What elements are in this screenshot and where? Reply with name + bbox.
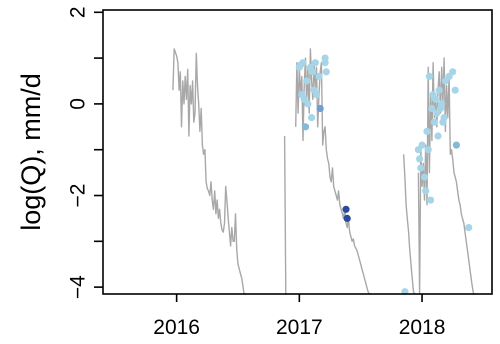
sample-point — [321, 59, 329, 67]
sample-point — [434, 132, 442, 140]
sample-point — [435, 86, 443, 94]
sample-point — [423, 127, 431, 135]
sample-points — [295, 54, 473, 296]
sample-point — [424, 146, 432, 154]
sample-point — [301, 123, 310, 131]
flow-line-segment-5 — [417, 57, 475, 295]
sample-point — [438, 100, 446, 108]
sample-point — [425, 72, 433, 80]
sample-point — [312, 91, 321, 99]
sample-point — [315, 72, 323, 80]
flow-line-segment-1 — [172, 48, 247, 295]
sample-point — [465, 224, 473, 232]
sample-point — [440, 114, 448, 122]
sample-point — [427, 196, 435, 204]
y-tick-label: −2 — [66, 184, 89, 208]
sample-point — [422, 187, 430, 195]
flow-line-segment-4 — [402, 154, 416, 295]
x-tick-label: 2016 — [153, 316, 200, 339]
sample-point — [449, 68, 457, 76]
sample-point — [311, 59, 319, 67]
y-axis: −4 −2 0 2 — [66, 6, 103, 299]
axes: 2016 2017 2018 −4 −2 0 2 — [66, 6, 493, 339]
sample-point — [316, 104, 324, 113]
y-tick-label: 2 — [66, 6, 89, 18]
y-tick-label: 0 — [66, 98, 89, 110]
sample-point — [430, 118, 438, 126]
y-tick-label: −4 — [66, 275, 89, 299]
sample-point — [342, 205, 350, 213]
sample-point — [420, 173, 429, 181]
sample-point — [303, 77, 311, 85]
sample-point — [299, 59, 307, 67]
y-axis-title: log(Q), mm/d — [16, 73, 46, 231]
sample-point — [451, 86, 459, 94]
x-tick-label: 2017 — [276, 316, 323, 339]
x-tick-label: 2018 — [399, 316, 446, 339]
sample-point — [416, 155, 424, 163]
sample-point — [417, 164, 425, 172]
x-axis: 2016 2017 2018 — [153, 294, 445, 339]
sample-point — [452, 141, 460, 149]
sample-point — [309, 68, 317, 76]
sample-point — [432, 95, 440, 103]
sample-point — [308, 114, 316, 122]
sample-point — [343, 214, 351, 222]
plot-area-frame — [102, 9, 493, 295]
flow-line-segment-3 — [295, 48, 371, 295]
sample-point — [322, 68, 330, 76]
sample-point — [418, 141, 426, 149]
sample-point — [428, 104, 436, 113]
sample-point — [304, 100, 312, 108]
